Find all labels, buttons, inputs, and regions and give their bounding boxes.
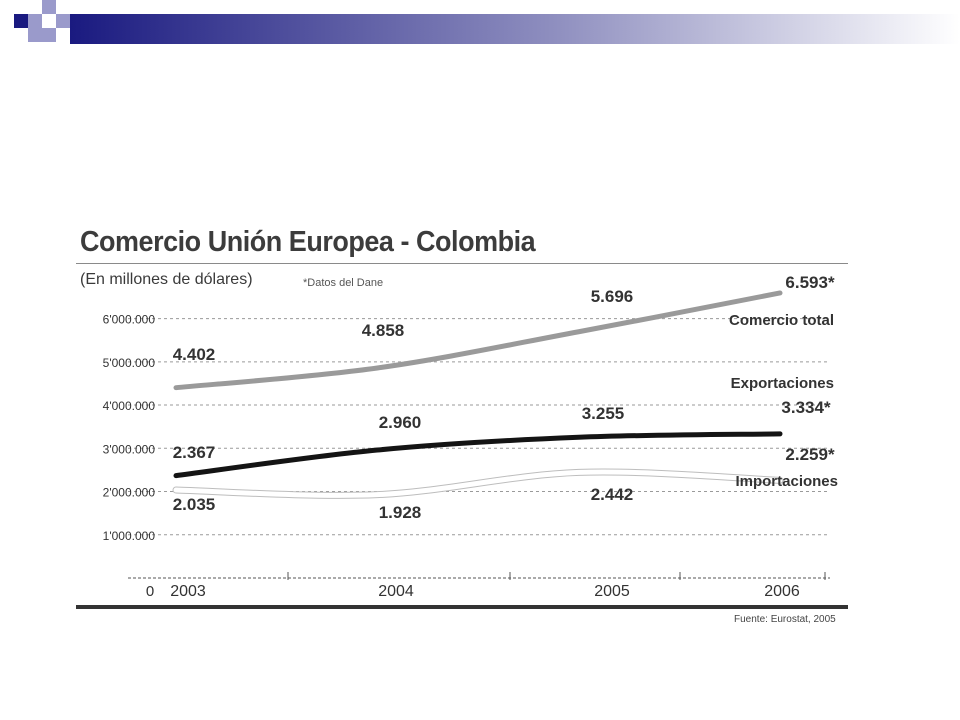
chart-subtitle: (En millones de dólares) <box>80 271 253 288</box>
chart-title: Comercio Unión Europea - Colombia <box>80 226 536 258</box>
origin-label: 0 <box>146 583 154 600</box>
header-gradient-band <box>70 14 960 44</box>
series-line-exportaciones <box>173 431 783 479</box>
series-name-comercio: Comercio total <box>729 312 834 329</box>
x-tick-label: 2003 <box>170 583 206 600</box>
chart-bottom-rule <box>76 605 848 609</box>
chart-note: *Datos del Dane <box>303 277 384 289</box>
data-label-importaciones: 2.035 <box>173 495 216 514</box>
header-square-lavender <box>56 14 70 28</box>
series-name-exportaciones: Exportaciones <box>731 375 834 392</box>
chart-source: Fuente: Eurostat, 2005 <box>734 614 836 625</box>
header-square-lavender <box>28 14 42 28</box>
data-label-comercio: 4.402 <box>173 345 216 364</box>
y-tick-label: 3'000.000 <box>103 442 156 456</box>
y-tick-label: 2'000.000 <box>103 486 156 500</box>
y-tick-label: 4'000.000 <box>103 399 156 413</box>
data-label-exportaciones: 3.255 <box>582 404 625 423</box>
series-line-importaciones <box>173 469 783 498</box>
data-label-importaciones: 1.928 <box>379 503 422 522</box>
y-tick-label: 1'000.000 <box>103 529 156 543</box>
data-label-importaciones: 2.442 <box>591 485 634 504</box>
series-name-importaciones: Importaciones <box>735 473 838 490</box>
data-label-comercio: 4.858 <box>362 321 405 340</box>
y-tick-label: 5'000.000 <box>103 356 156 370</box>
series-line-comercio <box>173 290 783 391</box>
header-square-navy <box>14 14 28 28</box>
y-tick-label: 6'000.000 <box>103 313 156 327</box>
data-label-exportaciones: 2.367 <box>173 443 216 462</box>
data-label-comercio: 6.593* <box>785 273 835 292</box>
header-square-lavender <box>42 0 56 14</box>
header-square-lavender <box>42 28 56 42</box>
data-label-importaciones: 2.259* <box>785 445 835 464</box>
data-label-exportaciones: 2.960 <box>379 413 422 432</box>
x-tick-label: 2005 <box>594 583 630 600</box>
chart-top-rule <box>76 263 848 264</box>
header-square-lavender <box>28 28 42 42</box>
x-tick-label: 2006 <box>764 583 800 600</box>
x-tick-label: 2004 <box>378 583 414 600</box>
data-label-exportaciones: 3.334* <box>781 398 831 417</box>
data-label-comercio: 5.696 <box>591 287 634 306</box>
slide-header-decoration <box>14 0 960 44</box>
